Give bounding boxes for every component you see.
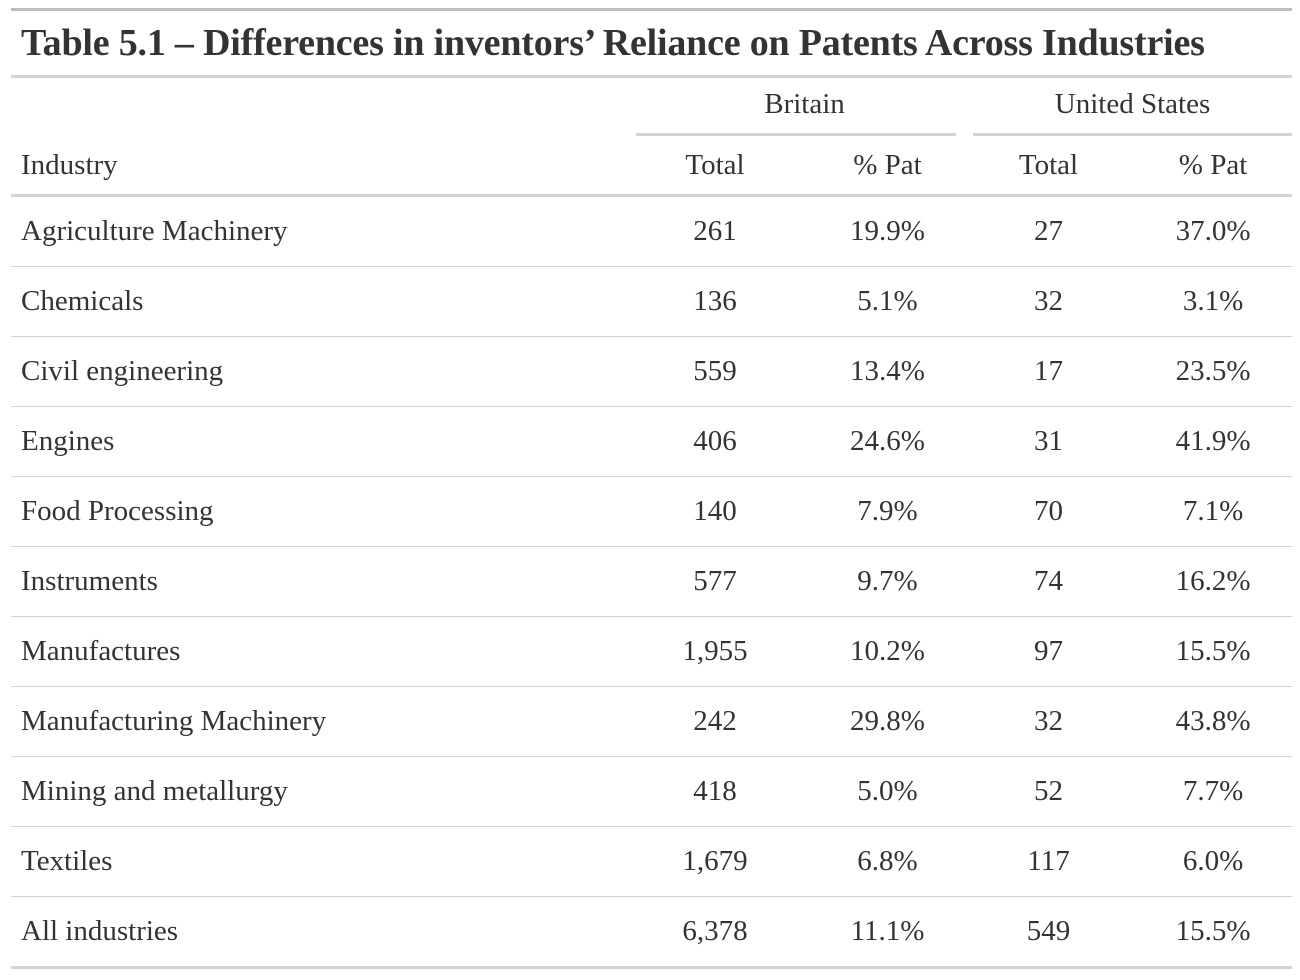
cell-industry: Instruments <box>11 547 636 617</box>
cell-us-total: 31 <box>973 407 1134 477</box>
cell-britain-pct: 11.1% <box>802 897 973 968</box>
spanner-empty <box>11 78 636 136</box>
cell-industry: Manufacturing Machinery <box>11 687 636 757</box>
cell-britain-total: 6,378 <box>636 897 802 968</box>
spanner-united-states: United States <box>973 78 1292 136</box>
cell-us-pct: 16.2% <box>1134 547 1292 617</box>
cell-us-total: 74 <box>973 547 1134 617</box>
table-row: Instruments5779.7%7416.2% <box>11 547 1292 617</box>
cell-us-pct: 43.8% <box>1134 687 1292 757</box>
spanner-britain-label: Britain <box>636 88 973 133</box>
column-header-row: Industry Total % Pat Total % Pat <box>11 136 1292 196</box>
cell-britain-total: 140 <box>636 477 802 547</box>
table-row: Manufacturing Machinery24229.8%3243.8% <box>11 687 1292 757</box>
cell-us-total: 17 <box>973 337 1134 407</box>
table-row: Engines40624.6%3141.9% <box>11 407 1292 477</box>
cell-industry: Textiles <box>11 827 636 897</box>
column-header-us-pct: % Pat <box>1134 136 1292 196</box>
cell-industry: Civil engineering <box>11 337 636 407</box>
cell-britain-pct: 6.8% <box>802 827 973 897</box>
cell-britain-pct: 9.7% <box>802 547 973 617</box>
cell-us-pct: 7.7% <box>1134 757 1292 827</box>
table-title: Table 5.1 – Differences in inventors’ Re… <box>11 11 1292 75</box>
cell-britain-pct: 29.8% <box>802 687 973 757</box>
table-row: Chemicals1365.1%323.1% <box>11 267 1292 337</box>
cell-britain-pct: 13.4% <box>802 337 973 407</box>
cell-industry: Mining and metallurgy <box>11 757 636 827</box>
column-header-industry: Industry <box>11 136 636 196</box>
table-row: Textiles1,6796.8%1176.0% <box>11 827 1292 897</box>
cell-britain-total: 406 <box>636 407 802 477</box>
spanner-row: Britain United States <box>11 78 1292 136</box>
column-header-us-total: Total <box>973 136 1134 196</box>
cell-us-pct: 15.5% <box>1134 897 1292 968</box>
table-row: Agriculture Machinery26119.9%2737.0% <box>11 196 1292 267</box>
cell-us-pct: 7.1% <box>1134 477 1292 547</box>
cell-industry: Food Processing <box>11 477 636 547</box>
cell-us-pct: 37.0% <box>1134 196 1292 267</box>
table-row: All industries6,37811.1%54915.5% <box>11 897 1292 968</box>
cell-britain-pct: 7.9% <box>802 477 973 547</box>
cell-us-total: 52 <box>973 757 1134 827</box>
cell-industry: Chemicals <box>11 267 636 337</box>
cell-us-total: 117 <box>973 827 1134 897</box>
cell-us-pct: 6.0% <box>1134 827 1292 897</box>
cell-britain-pct: 24.6% <box>802 407 973 477</box>
cell-us-pct: 41.9% <box>1134 407 1292 477</box>
spanner-united-states-label: United States <box>973 88 1292 133</box>
cell-britain-total: 577 <box>636 547 802 617</box>
cell-us-total: 549 <box>973 897 1134 968</box>
cell-britain-total: 559 <box>636 337 802 407</box>
table-row: Civil engineering55913.4%1723.5% <box>11 337 1292 407</box>
cell-britain-pct: 5.0% <box>802 757 973 827</box>
cell-us-total: 32 <box>973 267 1134 337</box>
column-header-britain-pct: % Pat <box>802 136 973 196</box>
table-row: Manufactures1,95510.2%9715.5% <box>11 617 1292 687</box>
cell-us-total: 27 <box>973 196 1134 267</box>
cell-us-total: 70 <box>973 477 1134 547</box>
cell-britain-total: 136 <box>636 267 802 337</box>
cell-britain-pct: 10.2% <box>802 617 973 687</box>
cell-us-total: 97 <box>973 617 1134 687</box>
cell-industry: Engines <box>11 407 636 477</box>
spanner-britain: Britain <box>636 78 973 136</box>
cell-industry: All industries <box>11 897 636 968</box>
cell-britain-total: 1,955 <box>636 617 802 687</box>
cell-britain-total: 242 <box>636 687 802 757</box>
cell-industry: Agriculture Machinery <box>11 196 636 267</box>
cell-industry: Manufactures <box>11 617 636 687</box>
cell-britain-pct: 19.9% <box>802 196 973 267</box>
cell-britain-pct: 5.1% <box>802 267 973 337</box>
cell-britain-total: 418 <box>636 757 802 827</box>
cell-britain-total: 1,679 <box>636 827 802 897</box>
table-row: Food Processing1407.9%707.1% <box>11 477 1292 547</box>
cell-us-pct: 23.5% <box>1134 337 1292 407</box>
cell-us-pct: 3.1% <box>1134 267 1292 337</box>
column-header-britain-total: Total <box>636 136 802 196</box>
cell-us-pct: 15.5% <box>1134 617 1292 687</box>
cell-britain-total: 261 <box>636 196 802 267</box>
table-row: Mining and metallurgy4185.0%527.7% <box>11 757 1292 827</box>
cell-us-total: 32 <box>973 687 1134 757</box>
data-table: Table 5.1 – Differences in inventors’ Re… <box>11 8 1292 969</box>
table-grid: Britain United States Industry Total % P… <box>11 78 1292 969</box>
